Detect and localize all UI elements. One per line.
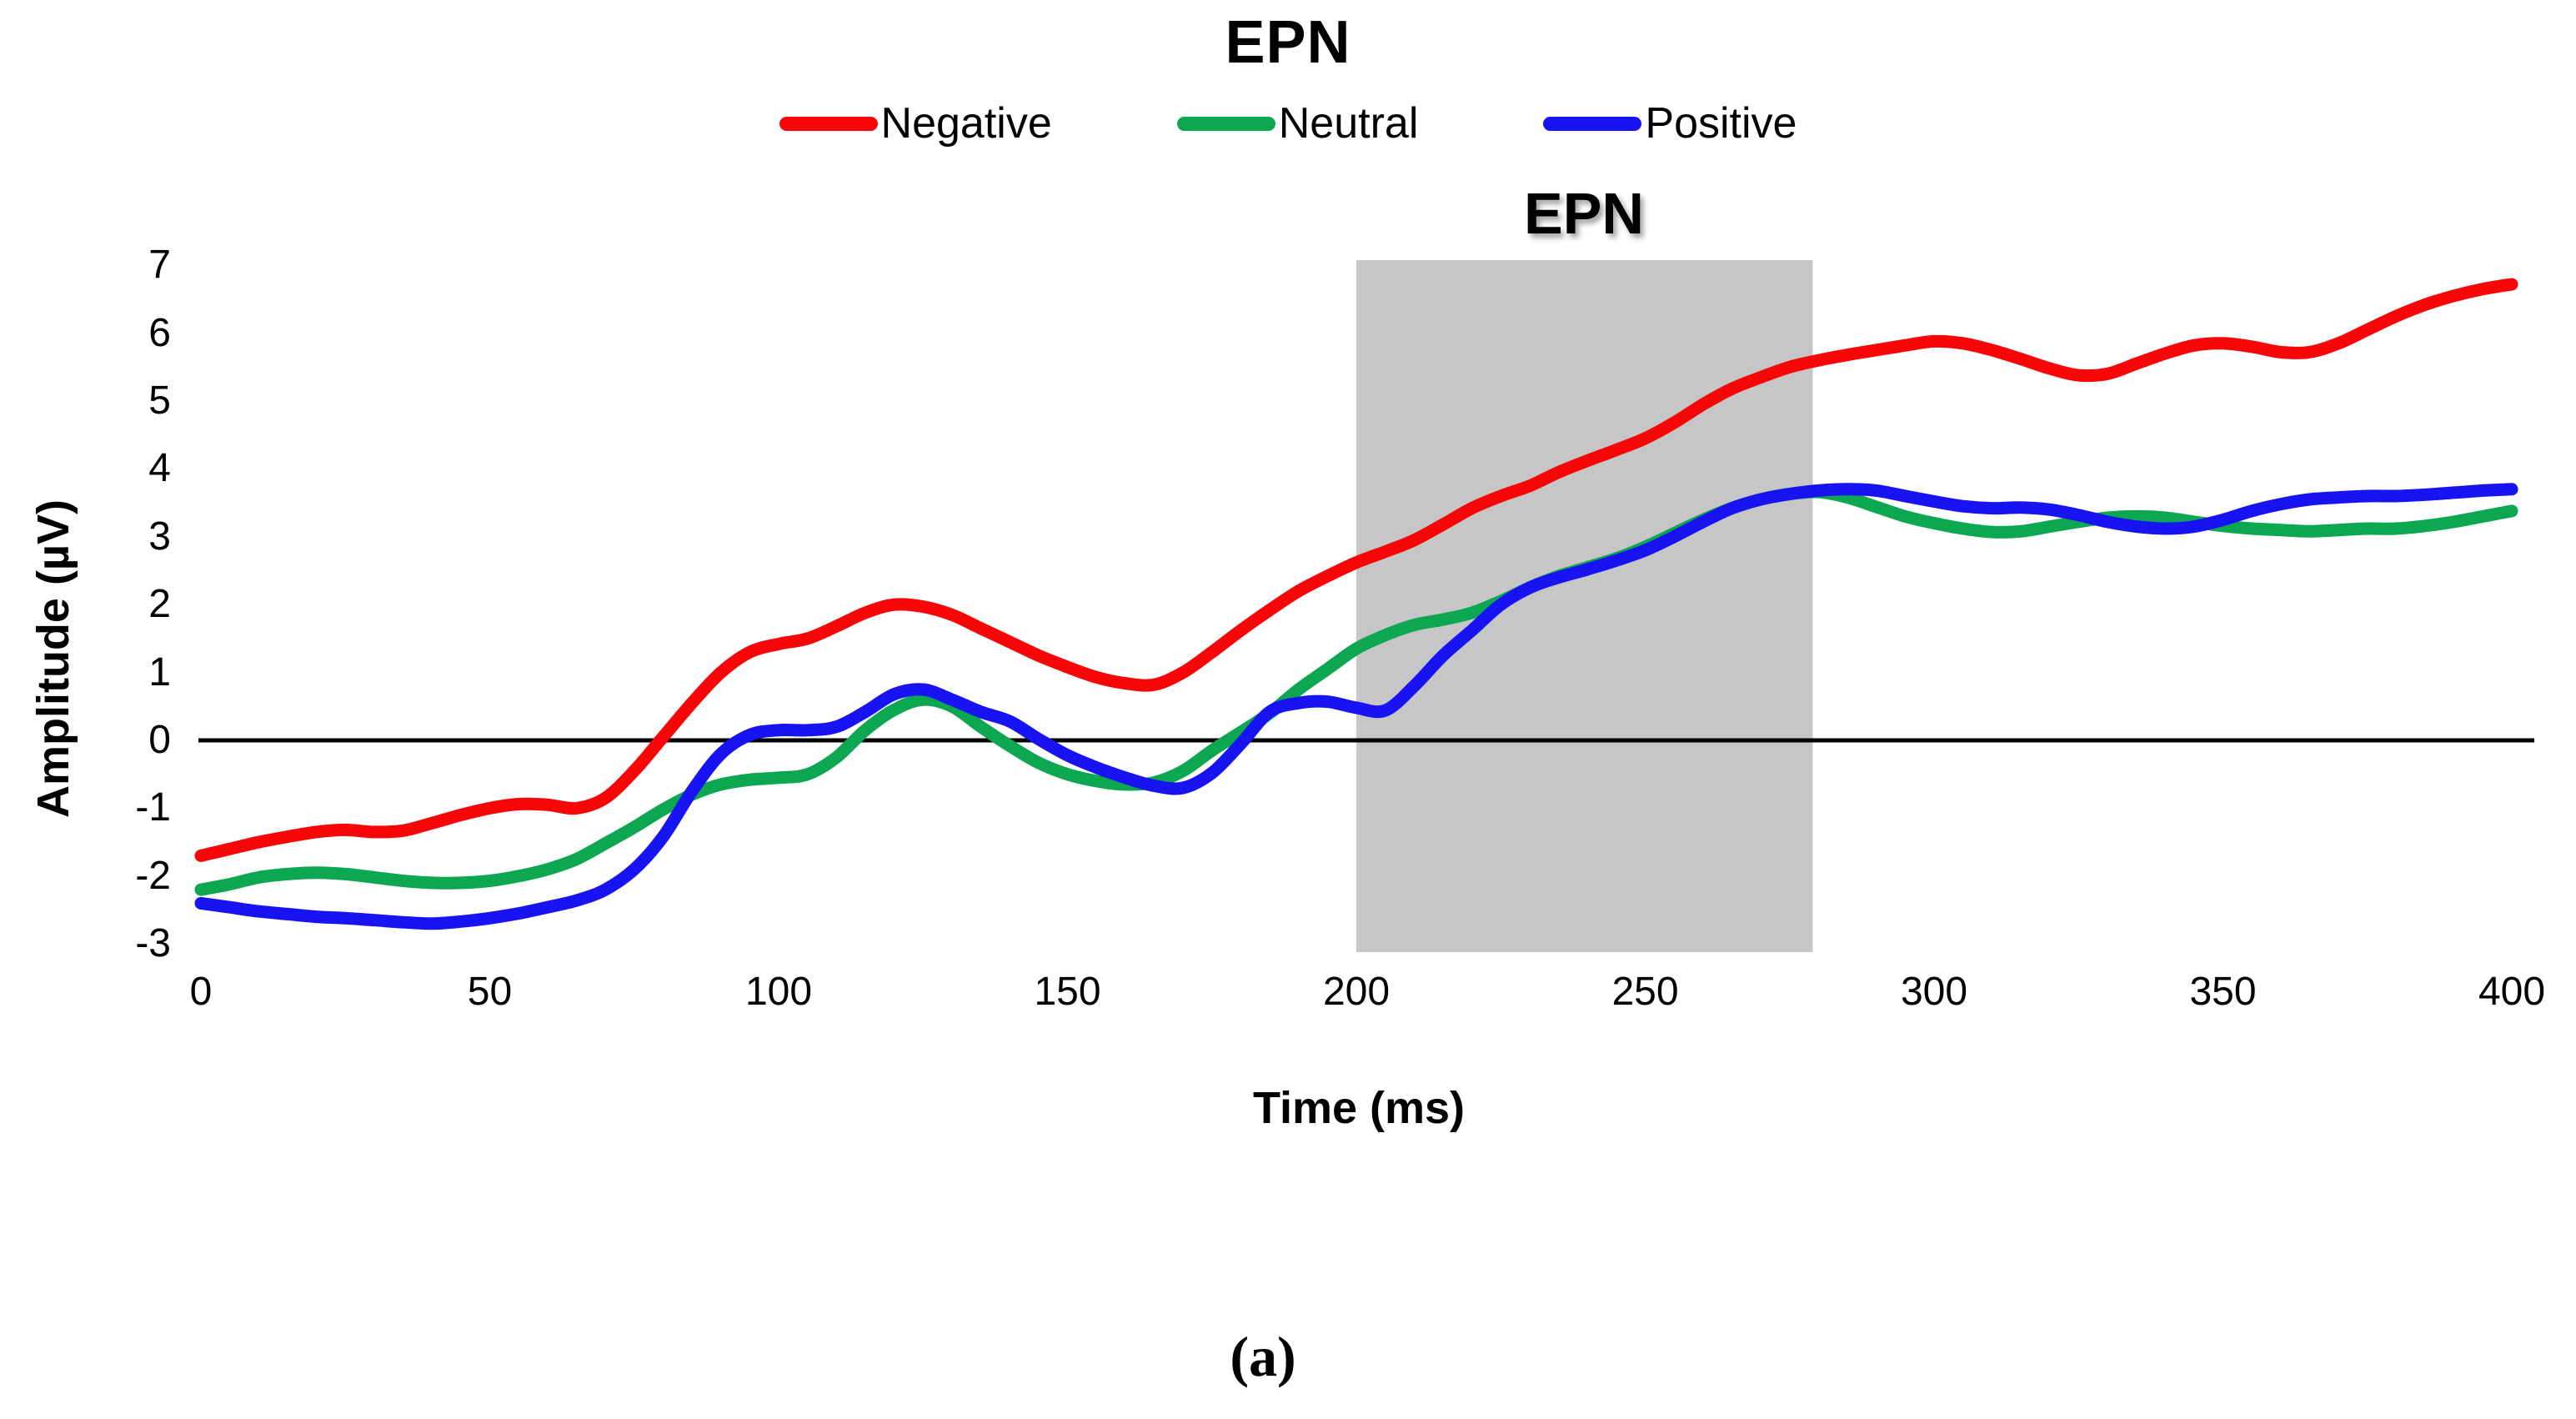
y-tick-label: 4 xyxy=(148,446,171,491)
x-tick-label: 200 xyxy=(1322,970,1391,1014)
x-tick-label: 0 xyxy=(189,970,213,1014)
legend-label-negative: Negative xyxy=(880,99,1052,148)
y-tick-label: 1 xyxy=(148,649,171,694)
positive-line-swatch-icon xyxy=(1543,116,1642,131)
legend-label-neutral: Neutral xyxy=(1278,99,1419,148)
chart-title: EPN xyxy=(1225,9,1351,76)
x-tick-label: 300 xyxy=(1900,970,1968,1014)
y-tick-label: 0 xyxy=(148,718,171,762)
y-tick-label: -2 xyxy=(135,853,171,898)
neutral-line-swatch-icon xyxy=(1176,116,1275,131)
y-tick-label: 2 xyxy=(148,582,171,627)
legend-label-positive: Positive xyxy=(1645,99,1797,148)
x-tick-label: 150 xyxy=(1034,970,1101,1014)
epn-region-label: EPN xyxy=(1524,181,1644,246)
y-tick-label: 5 xyxy=(148,379,171,423)
x-axis-title: Time (ms) xyxy=(1252,1083,1466,1133)
epn-highlight-region xyxy=(1356,260,1813,952)
series-neutral-line xyxy=(194,485,2518,896)
x-tick-label: 400 xyxy=(2478,970,2546,1014)
x-tick-label: 250 xyxy=(1611,970,1679,1014)
series-positive-line xyxy=(194,483,2518,930)
x-tick-label: 100 xyxy=(744,970,813,1014)
y-tick-label: -1 xyxy=(135,785,171,830)
legend-item-neutral: Neutral xyxy=(1176,98,1419,148)
figure-caption: (a) xyxy=(1230,1325,1296,1388)
y-tick-label: 3 xyxy=(148,514,171,559)
y-tick-label: 6 xyxy=(148,310,171,355)
x-tick-label: 350 xyxy=(2189,970,2257,1014)
y-tick-label: -3 xyxy=(135,921,171,966)
y-tick-label: 7 xyxy=(148,243,171,288)
negative-line-swatch-icon xyxy=(779,116,878,131)
legend: Negative Neutral Positive xyxy=(0,98,2576,148)
legend-item-positive: Positive xyxy=(1543,98,1797,148)
x-tick-label: 50 xyxy=(467,970,513,1014)
series-negative-line xyxy=(194,278,2518,862)
legend-item-negative: Negative xyxy=(779,98,1052,148)
